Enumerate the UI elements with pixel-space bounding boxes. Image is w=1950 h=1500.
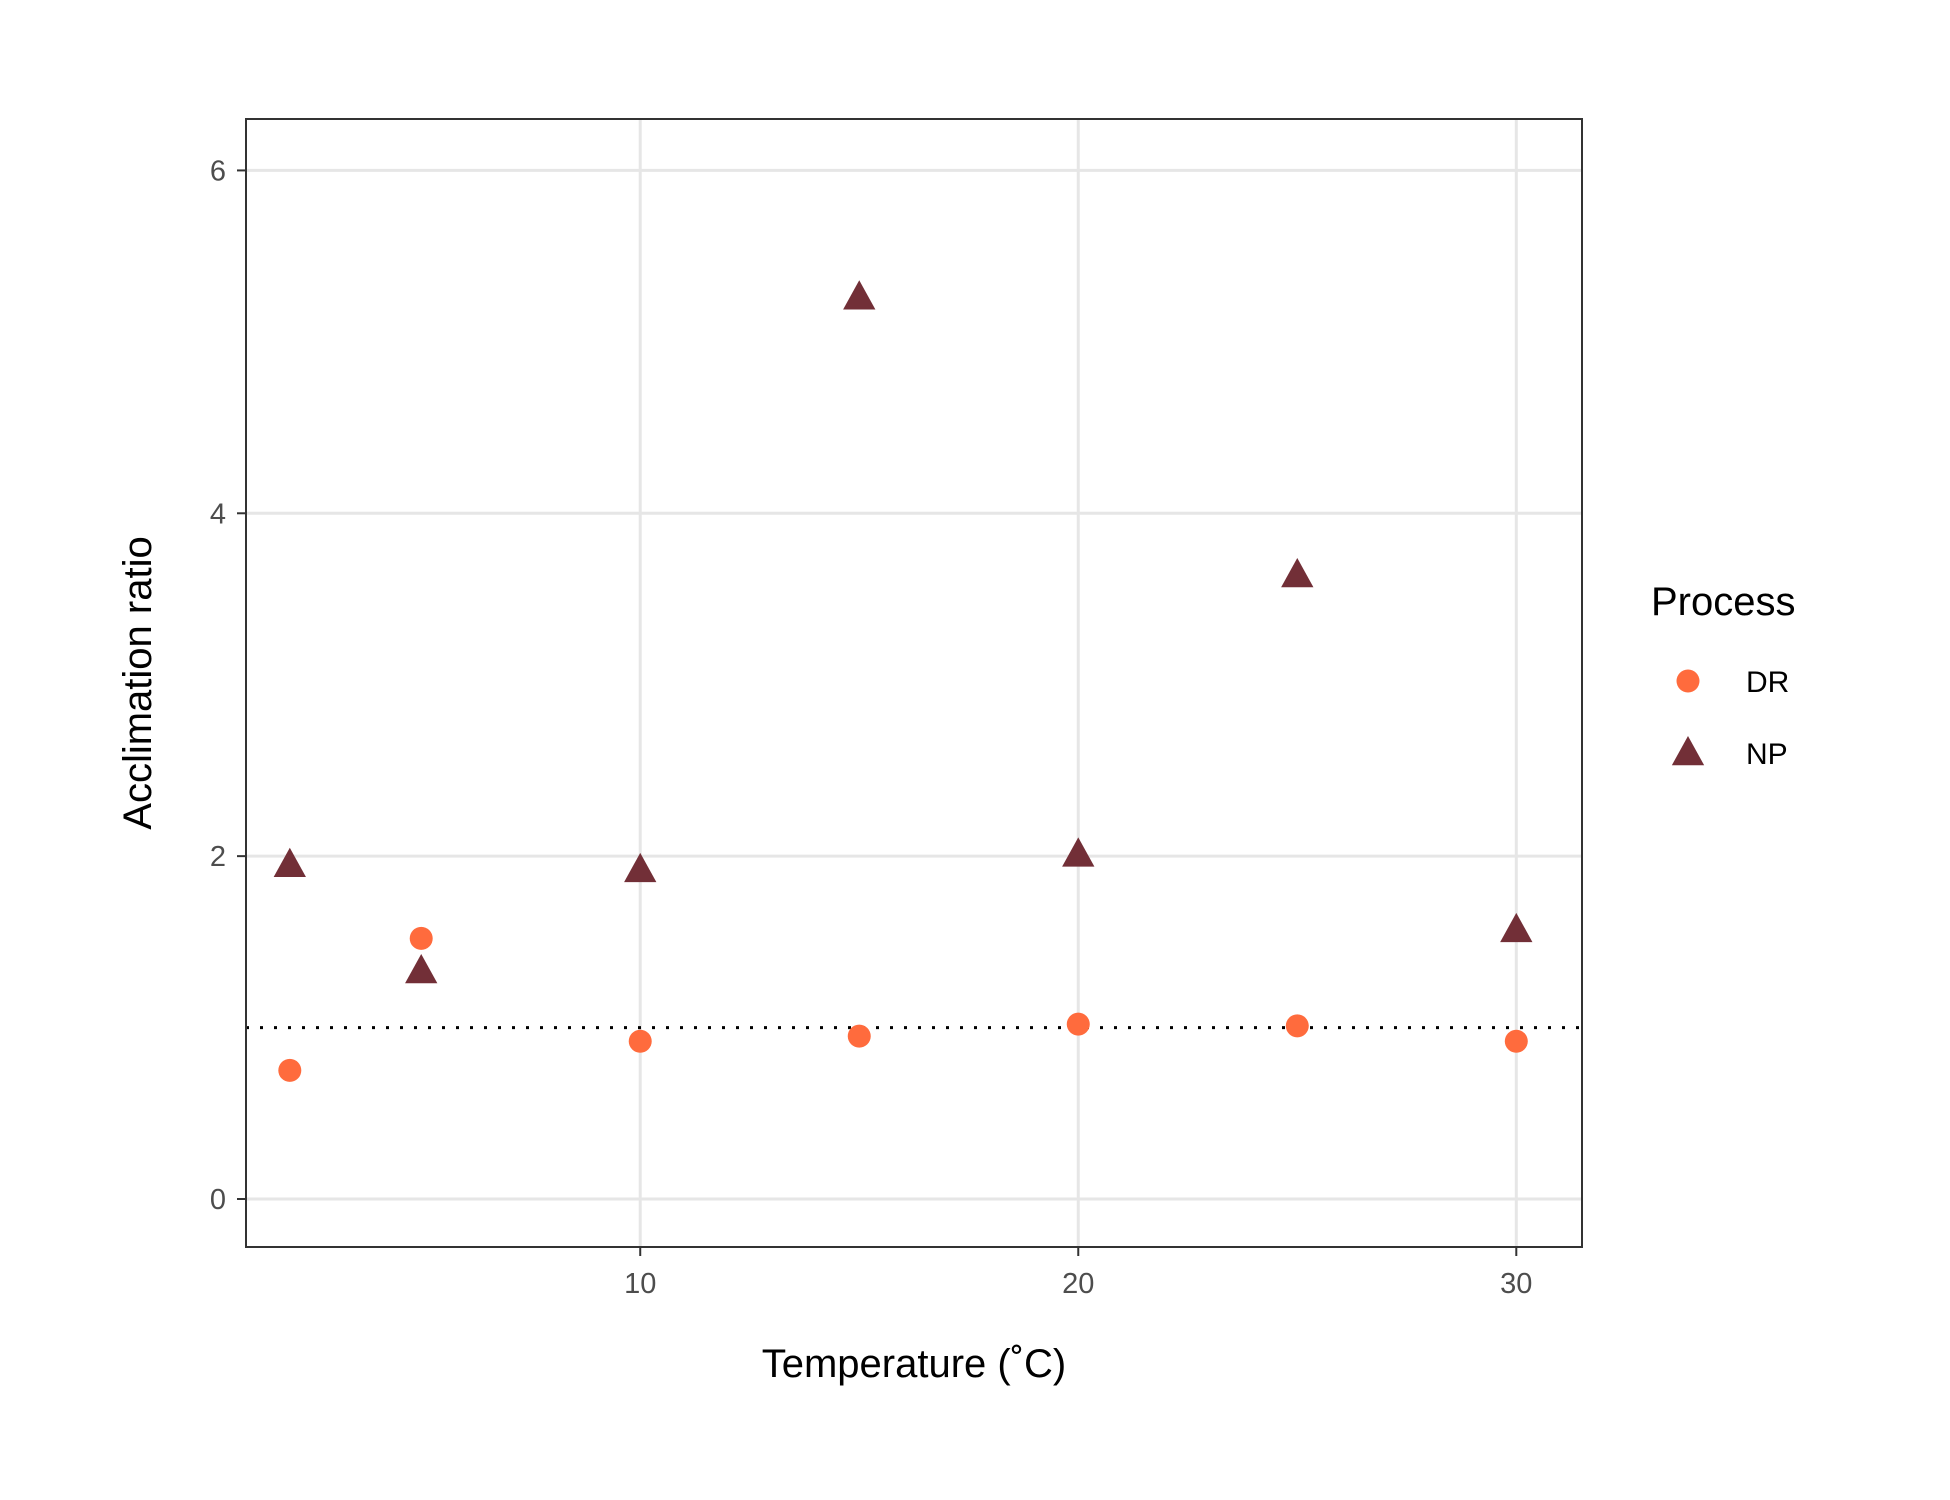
dr-point xyxy=(1504,1029,1528,1053)
dr-point xyxy=(278,1058,302,1082)
x-tick-label: 30 xyxy=(1500,1268,1532,1300)
np-point xyxy=(843,280,876,310)
np-point xyxy=(1062,837,1095,867)
legend-key-dr xyxy=(1676,669,1700,693)
x-tick-label: 20 xyxy=(1062,1268,1094,1300)
np-point xyxy=(1500,912,1533,943)
np-point xyxy=(1281,558,1314,588)
y-tick-label: 0 xyxy=(210,1184,226,1216)
x-axis-title: Temperature (˚C) xyxy=(762,1342,1067,1386)
panel-border xyxy=(245,118,1583,1248)
dr-point xyxy=(628,1029,652,1053)
axis-ticks: 0 2 4 6 10 20 30 xyxy=(210,155,1533,1300)
data-points xyxy=(273,280,1533,1082)
legend-key-np xyxy=(1671,736,1705,766)
dr-point xyxy=(409,926,433,950)
dr-point xyxy=(1066,1012,1090,1036)
y-axis-title: Acclimation ratio xyxy=(116,536,160,829)
legend-label-np: NP xyxy=(1746,738,1788,771)
legend-title: Process xyxy=(1651,580,1796,624)
np-point xyxy=(405,954,438,984)
y-tick-label: 6 xyxy=(210,155,226,187)
x-tick-label: 10 xyxy=(624,1268,656,1300)
grid-lines xyxy=(246,119,1582,1247)
np-point xyxy=(273,847,306,877)
dr-point xyxy=(847,1024,871,1048)
np-point xyxy=(624,852,657,883)
y-tick-label: 2 xyxy=(210,841,226,873)
legend-label-dr: DR xyxy=(1746,666,1789,699)
legend: Process DR NP xyxy=(1651,580,1796,771)
y-tick-label: 4 xyxy=(210,498,226,530)
dr-point xyxy=(1285,1014,1309,1038)
